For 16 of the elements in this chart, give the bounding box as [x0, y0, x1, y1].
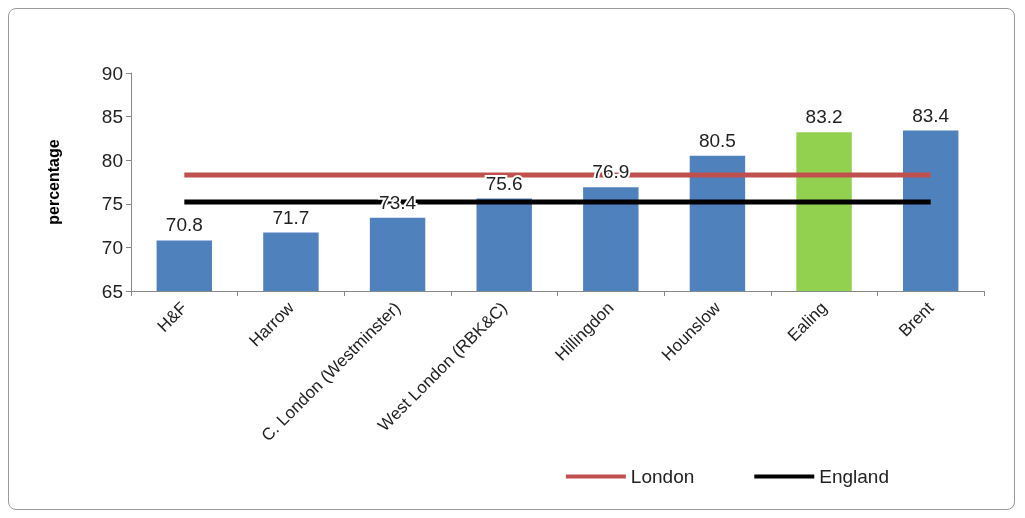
- y-tick-label: 90: [101, 62, 123, 84]
- y-tick-label: 65: [101, 280, 123, 302]
- y-tick-label: 80: [101, 149, 123, 171]
- data-label: 83.2: [805, 106, 843, 128]
- data-label: 70.8: [165, 214, 203, 236]
- legend-label: England: [819, 466, 890, 487]
- y-tick-label: 70: [101, 236, 123, 258]
- y-tick-label: 75: [101, 193, 123, 215]
- data-label: 83.4: [912, 104, 950, 126]
- data-label: 73.4: [379, 191, 417, 213]
- legend-label: London: [630, 466, 695, 487]
- data-label: 71.7: [272, 206, 310, 228]
- y-axis-title: percentage: [44, 139, 62, 225]
- data-label: 75.6: [485, 172, 523, 194]
- y-tick-label: 85: [101, 106, 123, 128]
- data-label: 80.5: [698, 129, 736, 151]
